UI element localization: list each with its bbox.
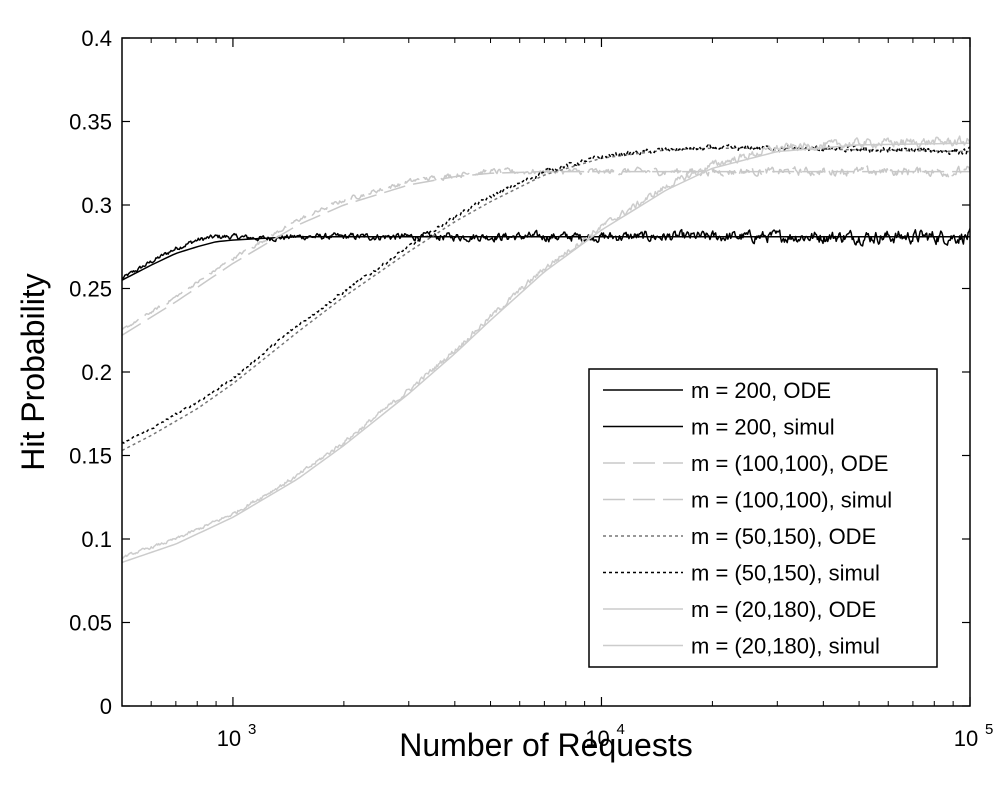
series-line-7 bbox=[122, 135, 970, 560]
y-tick-label: 0.4 bbox=[81, 26, 112, 51]
series-line-6 bbox=[122, 142, 970, 564]
y-axis-title: Hit Probability bbox=[15, 273, 51, 470]
x-tick-label-exp: 3 bbox=[248, 721, 256, 738]
x-tick-label-base: 10 bbox=[217, 726, 241, 751]
legend-label: m = 200, ODE bbox=[691, 378, 831, 403]
y-tick-label: 0.3 bbox=[81, 193, 112, 218]
x-tick-label: 10 4 bbox=[585, 721, 625, 751]
legend-label: m = (50,150), simul bbox=[691, 561, 880, 586]
y-tick-label: 0.35 bbox=[69, 110, 112, 135]
y-tick-label: 0.2 bbox=[81, 360, 112, 385]
x-tick-label-exp: 4 bbox=[616, 721, 624, 738]
legend: m = 200, ODE m = 200, simul m = (100,100),… bbox=[588, 368, 938, 668]
x-axis-title: Number of Requests bbox=[399, 727, 692, 763]
series-line-3 bbox=[122, 165, 970, 330]
series-line-1 bbox=[122, 228, 970, 280]
legend-label: m = 200, simul bbox=[691, 415, 835, 440]
legend-label: m = (50,150), ODE bbox=[691, 524, 876, 549]
legend-box bbox=[588, 368, 938, 668]
x-tick-label-exp: 5 bbox=[985, 721, 993, 738]
axis-ticks: 0 0.05 0.1 0.15 0.2 0.25 0.3 0.35 0.4 10 3 10 4 10 5 bbox=[69, 26, 993, 751]
x-tick-label-base: 10 bbox=[585, 726, 609, 751]
series-line-5 bbox=[122, 143, 970, 444]
y-tick-label: 0.1 bbox=[81, 527, 112, 552]
legend-label: m = (20,180), ODE bbox=[691, 597, 876, 622]
legend-label: m = (20,180), simul bbox=[691, 634, 880, 659]
legend-label: m = (100,100), simul bbox=[691, 488, 892, 513]
y-tick-label: 0.15 bbox=[69, 444, 112, 469]
legend-label: m = (100,100), ODE bbox=[691, 451, 888, 476]
y-tick-label: 0.25 bbox=[69, 277, 112, 302]
x-tick-label: 10 3 bbox=[217, 721, 257, 751]
x-tick-label: 10 5 bbox=[954, 721, 994, 751]
series-line-4 bbox=[122, 147, 970, 452]
series-layer bbox=[122, 135, 970, 564]
y-tick-label: 0 bbox=[100, 694, 112, 719]
y-tick-label: 0.05 bbox=[69, 611, 112, 636]
x-tick-label-base: 10 bbox=[954, 726, 978, 751]
